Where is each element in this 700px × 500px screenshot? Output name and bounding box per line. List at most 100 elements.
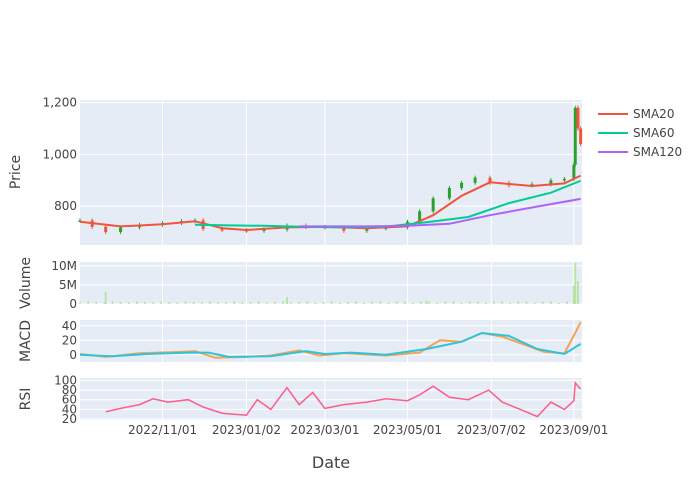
volume-bar: [347, 301, 349, 304]
price-candle: [488, 177, 492, 183]
price-candle: [431, 198, 435, 212]
x-axis-title: Date: [312, 453, 350, 472]
volume-bar: [574, 262, 577, 304]
volume-bar: [127, 302, 130, 304]
rsi-axis-title: RSI: [18, 388, 34, 411]
volume-bar: [298, 301, 301, 304]
volume-bar: [576, 281, 579, 304]
price-candle: [104, 226, 108, 233]
x-tick-label: 2023/05/01: [373, 423, 442, 437]
legend-label-sma60[interactable]: SMA60: [633, 126, 674, 140]
volume-bar: [144, 301, 146, 304]
volume-bar: [111, 301, 114, 304]
volume-bar: [217, 302, 219, 304]
volume-bar: [566, 301, 568, 304]
series-line-sma120: [299, 197, 581, 228]
volume-bar: [103, 302, 106, 304]
volume-bar: [265, 302, 268, 304]
volume-bar: [379, 301, 382, 304]
macd-y-tick-label: 0: [69, 348, 77, 362]
legend-label-sma20[interactable]: SMA20: [633, 107, 674, 121]
price-candle: [572, 164, 576, 179]
price-candle: [576, 107, 580, 129]
volume-bar: [233, 301, 236, 304]
volume-bar: [533, 302, 536, 304]
macd-panel: [80, 320, 582, 362]
volume-bar: [241, 302, 244, 304]
volume-bar: [209, 301, 211, 304]
volume-y-tick-label: 5M: [59, 278, 77, 292]
price-candle: [573, 107, 577, 165]
price-candle: [447, 188, 451, 199]
volume-bar: [176, 302, 179, 304]
series-line-signal: [79, 331, 582, 358]
price-panel: [80, 100, 582, 245]
x-tick-label: 2023/03/01: [290, 423, 359, 437]
volume-bar: [79, 302, 81, 304]
rsi-y-tick-label: 40: [62, 402, 77, 416]
price-candle: [579, 128, 583, 145]
x-tick-label: 2023/09/01: [539, 423, 608, 437]
volume-bar: [87, 301, 89, 304]
rsi-y-tick-label: 60: [62, 393, 77, 407]
volume-bar: [152, 302, 154, 304]
volume-bar: [436, 302, 439, 304]
volume-bar: [136, 301, 138, 304]
volume-bar: [104, 291, 107, 304]
volume-bar: [363, 302, 365, 304]
volume-bar: [509, 302, 512, 304]
price-y-tick-label: 1,200: [43, 96, 77, 110]
price-candle: [418, 211, 422, 222]
volume-bar: [550, 301, 552, 304]
price-candle: [530, 184, 534, 186]
price-candle: [365, 228, 369, 231]
volume-bar: [290, 302, 292, 304]
macd-y-tick-label: 20: [62, 333, 77, 347]
price-axis-title: Price: [8, 155, 24, 189]
volume-bar: [485, 302, 487, 304]
volume-bar: [192, 302, 195, 304]
volume-bar: [428, 301, 430, 304]
volume-bar: [387, 302, 390, 304]
volume-bar: [160, 301, 162, 304]
volume-bar: [355, 301, 357, 304]
volume-bar: [525, 301, 528, 304]
volume-bar: [225, 302, 227, 304]
volume-bar: [330, 301, 333, 304]
price-candle: [460, 182, 464, 189]
legend[interactable]: SMA20 SMA60 SMA120: [598, 107, 682, 159]
legend-label-sma120[interactable]: SMA120: [633, 145, 682, 159]
volume-bar: [338, 302, 341, 304]
x-tick-label: 2022/11/01: [128, 423, 197, 437]
volume-bar: [322, 301, 325, 304]
rsi-y-tick-label: 80: [62, 383, 77, 397]
price-candle: [549, 180, 553, 185]
volume-bar: [572, 285, 575, 304]
volume-bar: [477, 301, 479, 304]
volume-bar: [517, 301, 520, 304]
price-candle: [78, 220, 82, 222]
volume-bar: [95, 301, 98, 304]
volume-y-tick-label: 0: [69, 297, 77, 311]
volume-bar: [452, 301, 455, 304]
volume-bar: [257, 301, 260, 304]
price-y-tick-label: 800: [54, 199, 77, 213]
volume-bar: [425, 300, 428, 304]
rsi-y-tick-label: 100: [54, 373, 77, 387]
volume-bar: [184, 301, 187, 304]
x-tick-label: 2023/01/02: [212, 423, 281, 437]
volume-panel: [80, 262, 582, 304]
volume-bar: [395, 301, 398, 304]
price-candle: [262, 229, 266, 231]
volume-bar: [468, 301, 471, 304]
volume-bar: [306, 301, 309, 304]
volume-bar: [168, 302, 171, 304]
price-candle: [119, 227, 123, 233]
volume-bar: [249, 302, 252, 304]
price-candle: [473, 177, 477, 183]
macd-y-tick-label: 40: [62, 319, 77, 333]
price-candle: [562, 178, 566, 181]
volume-bar: [501, 301, 503, 304]
price-candle: [220, 228, 224, 231]
volume-bar: [558, 302, 560, 304]
